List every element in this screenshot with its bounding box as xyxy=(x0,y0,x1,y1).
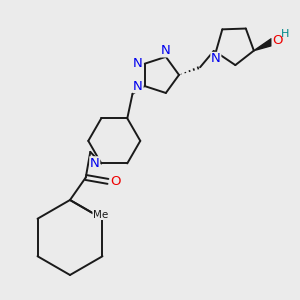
Text: H: H xyxy=(281,29,289,39)
Text: O: O xyxy=(272,34,283,47)
Text: N: N xyxy=(211,52,221,65)
Text: N: N xyxy=(133,80,143,93)
Polygon shape xyxy=(254,39,274,51)
Text: N: N xyxy=(161,44,171,57)
Text: O: O xyxy=(111,175,121,188)
Text: N: N xyxy=(90,157,100,170)
Text: Me: Me xyxy=(93,209,108,220)
Text: N: N xyxy=(133,57,143,70)
